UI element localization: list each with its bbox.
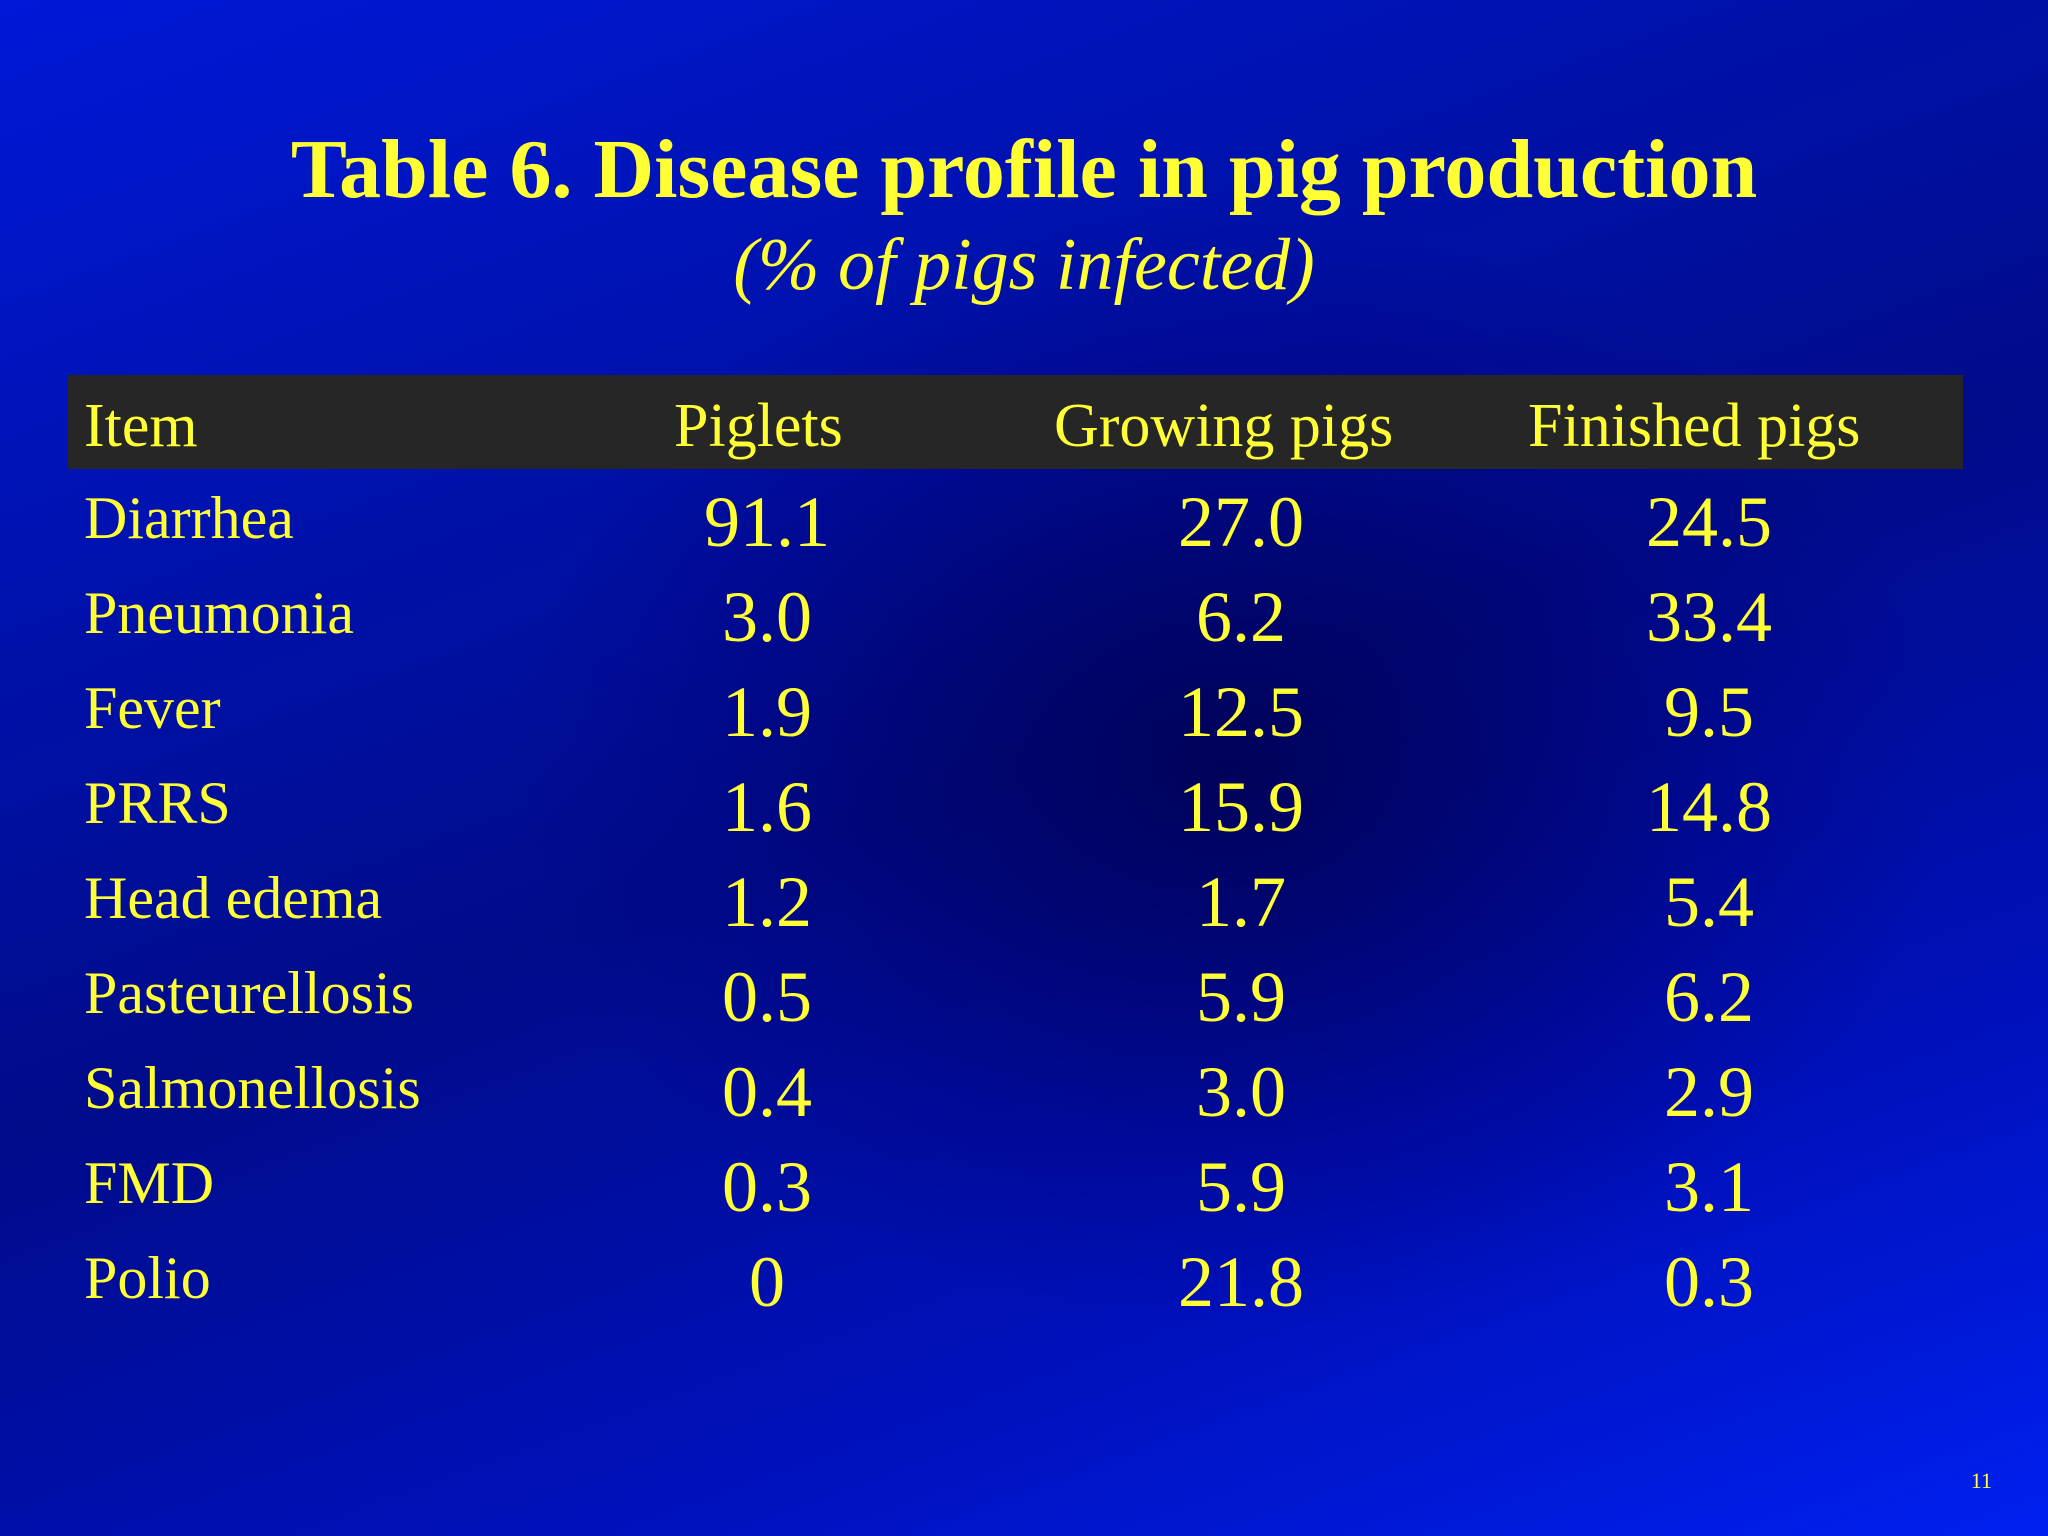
header-growing-pigs: Growing pigs — [1054, 392, 1394, 460]
cell-finished-pigs: 24.5 — [1646, 482, 1772, 562]
cell-piglets: 0.5 — [722, 957, 812, 1037]
row-label: Pneumonia — [84, 580, 354, 646]
cell-piglets: 0.3 — [722, 1147, 812, 1227]
cell-finished-pigs: 0.3 — [1664, 1242, 1754, 1322]
cell-growing-pigs: 5.9 — [1196, 1147, 1286, 1227]
cell-piglets: 91.1 — [704, 482, 830, 562]
row-label: PRRS — [84, 770, 231, 836]
cell-finished-pigs: 5.4 — [1664, 862, 1754, 942]
cell-growing-pigs: 1.7 — [1196, 862, 1286, 942]
cell-finished-pigs: 6.2 — [1664, 957, 1754, 1037]
cell-growing-pigs: 5.9 — [1196, 957, 1286, 1037]
cell-piglets: 3.0 — [722, 577, 812, 657]
cell-growing-pigs: 12.5 — [1178, 672, 1304, 752]
cell-growing-pigs: 21.8 — [1178, 1242, 1304, 1322]
row-label: Pasteurellosis — [84, 960, 414, 1026]
cell-finished-pigs: 3.1 — [1664, 1147, 1754, 1227]
cell-finished-pigs: 2.9 — [1664, 1052, 1754, 1132]
cell-finished-pigs: 33.4 — [1646, 577, 1772, 657]
row-label: Polio — [84, 1245, 211, 1311]
cell-finished-pigs: 9.5 — [1664, 672, 1754, 752]
cell-growing-pigs: 15.9 — [1178, 767, 1304, 847]
cell-piglets: 0.4 — [722, 1052, 812, 1132]
row-label: Head edema — [84, 865, 383, 931]
cell-finished-pigs: 14.8 — [1646, 767, 1772, 847]
cell-growing-pigs: 27.0 — [1178, 482, 1304, 562]
cell-piglets: 0 — [749, 1242, 785, 1322]
header-finished-pigs: Finished pigs — [1528, 392, 1861, 460]
cell-piglets: 1.9 — [722, 672, 812, 752]
cell-growing-pigs: 6.2 — [1196, 577, 1286, 657]
row-label: Salmonellosis — [84, 1055, 421, 1121]
row-label: Fever — [84, 675, 221, 741]
table-title: Table 6. Disease profile in pig producti… — [290, 123, 1758, 216]
cell-piglets: 1.2 — [722, 862, 812, 942]
row-label: Diarrhea — [84, 485, 294, 551]
page-number: 11 — [1970, 1468, 1992, 1493]
header-item: Item — [84, 392, 198, 460]
cell-piglets: 1.6 — [722, 767, 812, 847]
cell-growing-pigs: 3.0 — [1196, 1052, 1286, 1132]
row-label: FMD — [84, 1150, 215, 1216]
table-header-bar — [68, 375, 1963, 469]
header-piglets: Piglets — [674, 392, 843, 460]
table-subtitle: (% of pigs infected) — [733, 224, 1315, 306]
